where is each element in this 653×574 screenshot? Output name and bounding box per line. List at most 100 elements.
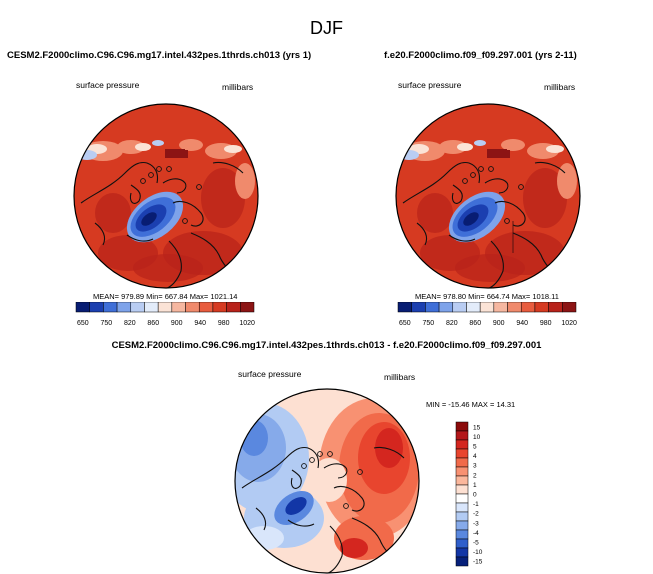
coastline: [402, 161, 481, 204]
field-light-patch: [546, 145, 564, 153]
colorbar-tick-label: 15: [473, 424, 481, 431]
colorbar-tick-label: 650: [77, 320, 89, 327]
island: [470, 172, 476, 178]
colorbar-tick-label: -3: [473, 520, 479, 527]
colorbar-swatch: [493, 302, 508, 313]
colorbar-tick-label: 10: [473, 434, 481, 441]
colorbar-swatch: [455, 556, 469, 567]
colorbar-swatch: [507, 302, 522, 313]
colorbar-tick-label: -15: [473, 559, 483, 566]
colorbar-swatch: [411, 302, 426, 313]
coastline: [333, 485, 365, 512]
colorbar-swatch: [455, 457, 469, 468]
colorbar-swatch: [425, 302, 440, 313]
coastline: [534, 161, 566, 174]
colorbar-tick-label: 1020: [561, 320, 577, 327]
pos-core: [375, 428, 403, 468]
panel2-map: [395, 103, 581, 289]
coastline: [325, 525, 343, 573]
field-high-patch: [95, 193, 131, 233]
colorbar-swatch: [455, 520, 469, 531]
colorbar-swatch: [397, 302, 412, 313]
colorbar-swatch: [455, 421, 469, 432]
colorbar-swatch: [198, 302, 214, 313]
field-light-patch: [457, 143, 473, 151]
coastline: [94, 222, 106, 246]
coastline: [451, 184, 463, 204]
coastline: [373, 446, 405, 459]
colorbar-swatch: [562, 302, 577, 313]
map-boundary: [395, 103, 581, 289]
colorbar-tick-label: 1: [473, 482, 477, 489]
field-low-patch: [152, 140, 164, 146]
coastline: [494, 200, 526, 227]
field-mid-patch: [117, 140, 145, 154]
colorbar-tick-label: -10: [473, 549, 483, 556]
colorbar-tick-label: 650: [399, 320, 411, 327]
colorbar-swatch: [455, 484, 469, 495]
island: [478, 166, 484, 172]
field-mid-patch: [179, 139, 203, 151]
colorbar-swatch: [240, 302, 255, 313]
colorbar-tick-label: -2: [473, 511, 479, 518]
coastline: [241, 446, 320, 489]
field-high-patch: [417, 193, 453, 233]
colorbar-swatch: [75, 302, 90, 313]
colorbar-swatch: [452, 302, 467, 313]
coastline: [484, 178, 509, 194]
colorbar-swatch: [455, 466, 469, 477]
island: [166, 166, 172, 172]
colorbar-tick-label: 0: [473, 492, 477, 499]
island: [182, 218, 188, 224]
panel1-units: millibars: [222, 82, 254, 92]
island: [301, 463, 307, 469]
field-low-patch: [474, 140, 486, 146]
field-high-patch: [523, 168, 567, 228]
colorbar-swatch: [466, 302, 481, 313]
map-boundary: [73, 103, 259, 289]
colorbar-tick-label: 750: [422, 320, 434, 327]
colorbar-swatch: [212, 302, 227, 313]
field-light-patch: [224, 145, 242, 153]
arctic-high: [492, 150, 510, 158]
panel1-stats: MEAN= 979.89 Min= 667.84 Max= 1021.14: [93, 292, 238, 301]
colorbar-swatch: [455, 439, 469, 450]
colorbar-tick-label: 860: [469, 320, 481, 327]
colorbar-swatch: [438, 302, 454, 313]
panel1-map: [73, 103, 259, 289]
island: [148, 172, 154, 178]
coastline: [287, 519, 315, 527]
colorbar-swatch: [226, 302, 241, 313]
island: [140, 178, 146, 184]
greenland-core: [141, 212, 157, 226]
colorbar-tick-label: 820: [446, 320, 458, 327]
panel3-units: millibars: [384, 372, 416, 382]
coastline: [172, 200, 204, 227]
coastline: [486, 240, 504, 288]
zero-zone: [311, 458, 347, 502]
arctic-high: [170, 150, 188, 158]
colorbar-tick-label: 940: [516, 320, 528, 327]
island: [343, 503, 349, 509]
island: [504, 218, 510, 224]
colorbar-tick-label: 820: [124, 320, 136, 327]
colorbar-tick-label: 980: [218, 320, 230, 327]
colorbar-tick-label: 940: [194, 320, 206, 327]
panel2-stats: MEAN= 978.80 Min= 664.74 Max= 1018.11: [415, 292, 559, 301]
panel1-title: CESM2.F2000climo.C96.C96.mg17.intel.432p…: [7, 50, 312, 61]
coastline: [290, 469, 302, 489]
colorbar-swatch: [455, 493, 469, 504]
colorbar-swatch: [171, 302, 186, 313]
colorbar-swatch: [455, 511, 469, 522]
colorbar-swatch: [479, 302, 495, 313]
colorbar-swatch: [116, 302, 132, 313]
colorbar-tick-label: 1020: [239, 320, 255, 327]
island: [196, 184, 202, 190]
coastline: [126, 234, 154, 242]
field-high-patch: [455, 254, 525, 282]
colorbar-tick-label: 5: [473, 444, 477, 451]
page-title: DJF: [310, 18, 343, 38]
coastline: [162, 178, 187, 194]
colorbar-swatch: [157, 302, 173, 313]
